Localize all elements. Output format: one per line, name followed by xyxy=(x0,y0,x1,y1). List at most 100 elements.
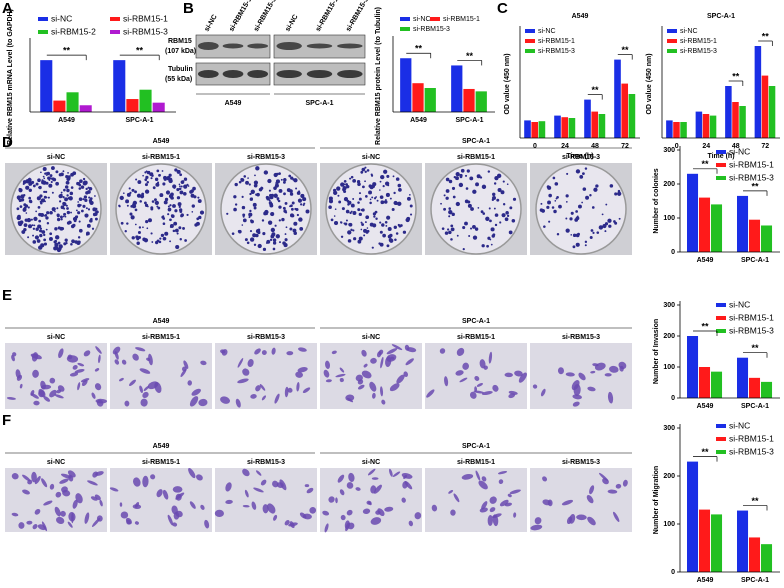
colony xyxy=(333,215,336,217)
legend-swatch xyxy=(667,49,677,53)
cell xyxy=(469,391,477,399)
legend-swatch xyxy=(716,316,726,320)
cell xyxy=(370,517,382,525)
cell xyxy=(325,360,331,370)
colony xyxy=(60,218,63,221)
colony xyxy=(39,200,42,203)
y-axis-label: Number of colonies xyxy=(653,168,660,233)
x-tick-label: SPC-A-1 xyxy=(741,577,769,584)
colony xyxy=(387,234,392,239)
cell xyxy=(530,524,543,531)
colony xyxy=(614,221,618,225)
cell xyxy=(33,400,40,406)
colony xyxy=(38,224,42,228)
cell xyxy=(198,398,208,407)
colony xyxy=(35,182,39,186)
colony xyxy=(290,204,293,208)
bar xyxy=(754,46,762,138)
cell xyxy=(19,383,23,389)
legend-swatch xyxy=(525,29,535,33)
x-tick-label: SPC-A-1 xyxy=(741,403,769,410)
colony xyxy=(47,196,50,199)
colony xyxy=(293,221,298,226)
cell xyxy=(483,365,488,370)
colony xyxy=(363,228,368,233)
colony xyxy=(254,174,256,177)
colony xyxy=(379,195,384,200)
colony xyxy=(482,212,486,215)
colony xyxy=(352,229,355,232)
colony xyxy=(280,178,283,181)
colony xyxy=(84,213,89,218)
cell xyxy=(355,374,363,382)
colony xyxy=(51,166,55,170)
colony xyxy=(302,197,307,202)
cell xyxy=(34,508,41,515)
colony xyxy=(32,240,37,244)
colony xyxy=(288,174,292,178)
colony xyxy=(56,207,59,210)
colony xyxy=(247,177,249,179)
colony xyxy=(62,215,65,218)
cell xyxy=(142,391,149,399)
cell xyxy=(346,509,353,516)
cell xyxy=(534,517,542,525)
x-tick-label: A549 xyxy=(697,257,714,264)
condition-label: si-RBM15-1 xyxy=(457,154,495,161)
colony xyxy=(167,213,170,216)
colony xyxy=(132,200,137,206)
cell xyxy=(134,521,139,525)
colony xyxy=(142,174,144,177)
colony xyxy=(183,177,188,181)
colony xyxy=(162,217,166,220)
cell xyxy=(613,511,620,522)
cell xyxy=(481,391,493,396)
colony xyxy=(552,176,556,180)
colony xyxy=(551,206,555,209)
colony xyxy=(16,215,21,221)
colony xyxy=(389,238,394,243)
colony xyxy=(485,216,490,221)
cell xyxy=(273,514,278,521)
colony xyxy=(450,238,453,241)
cell xyxy=(180,368,187,377)
legend-swatch xyxy=(400,27,410,31)
band xyxy=(222,70,244,78)
cell xyxy=(41,478,48,488)
colony xyxy=(19,220,24,225)
cell xyxy=(183,360,189,369)
colony xyxy=(494,176,499,181)
colony xyxy=(284,201,288,205)
colony xyxy=(28,196,32,200)
colony xyxy=(333,188,337,192)
colony xyxy=(366,227,369,229)
colony xyxy=(502,203,506,206)
colony xyxy=(150,177,153,180)
cell xyxy=(459,377,468,383)
colony xyxy=(565,217,568,220)
colony xyxy=(333,220,339,226)
colony xyxy=(255,166,260,171)
colony xyxy=(590,229,594,232)
colony xyxy=(248,212,253,217)
bar xyxy=(761,544,773,572)
colony xyxy=(379,230,383,234)
colony xyxy=(75,209,78,212)
colony xyxy=(85,207,88,210)
colony xyxy=(27,236,30,239)
colony xyxy=(173,187,176,189)
y-axis-label: Number of Migration xyxy=(653,466,660,534)
colony xyxy=(357,208,361,212)
cell xyxy=(587,516,596,526)
colony xyxy=(278,219,281,222)
colony xyxy=(132,189,135,192)
colony xyxy=(181,180,185,183)
colony xyxy=(51,191,54,194)
colony xyxy=(470,227,473,230)
colony xyxy=(334,208,337,210)
y-tick-label: 300 xyxy=(663,302,675,309)
colony xyxy=(142,226,144,229)
colony xyxy=(176,196,181,200)
cell xyxy=(324,523,329,533)
condition-label: si-NC xyxy=(362,459,380,466)
